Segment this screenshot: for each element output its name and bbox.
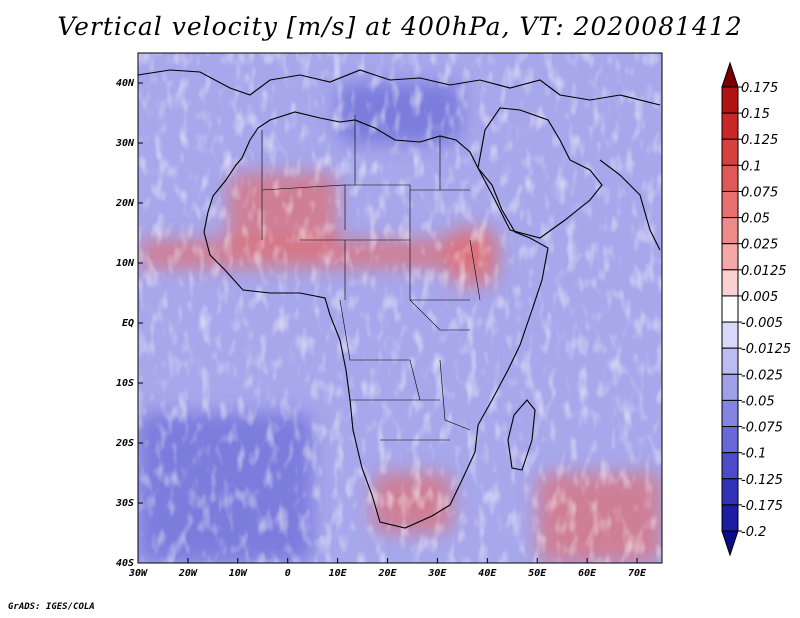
colorbar-label: -0.025 [741, 368, 783, 383]
colorbar-swatch [721, 164, 739, 192]
borders [261, 115, 481, 441]
colorbar-label: 0.175 [741, 81, 778, 96]
colorbar-swatch [721, 504, 739, 532]
map-frame [137, 52, 663, 564]
colorbar-top-arrow [721, 61, 739, 88]
colorbar-swatch [721, 478, 739, 506]
x-tick-label: 30E [427, 568, 447, 579]
y-tick-label: 10N [116, 258, 135, 269]
colorbar-swatch [721, 452, 739, 480]
y-tick-label: 40S [116, 558, 134, 569]
colorbar-swatch [721, 373, 739, 401]
colorbar-swatch [721, 321, 739, 349]
coastlines [138, 69, 661, 529]
colorbar-swatch [721, 243, 739, 271]
colorbar-label: -0.2 [741, 525, 766, 540]
colorbar-label: -0.005 [741, 316, 783, 331]
colorbar-label: -0.05 [741, 394, 775, 409]
x-tick-label: 0 [285, 568, 291, 579]
colorbar-bottom-arrow [721, 530, 739, 557]
colorbar-label: 0.075 [741, 185, 778, 200]
colorbar-label: -0.0125 [741, 342, 791, 357]
colorbar-label: 0.125 [741, 133, 778, 148]
y-tick-label: 20S [115, 438, 134, 449]
colorbar-label: 0.05 [741, 212, 770, 227]
colorbar-label: 0.15 [741, 107, 770, 122]
x-tick-label: 20E [377, 568, 397, 579]
colorbar-label: 0.0125 [741, 264, 787, 279]
x-tick-label: 70E [628, 568, 647, 579]
india-coastline [599, 159, 661, 251]
y-tick-label: 30N [115, 138, 135, 149]
colorbar-label: 0.1 [741, 159, 762, 174]
madagascar-coastline [507, 399, 536, 471]
y-tick-label: 10S [116, 378, 134, 389]
colorbar-label: -0.1 [741, 447, 766, 462]
speckle-texture [138, 53, 662, 563]
chart-title: Vertical velocity [m/s] at 400hPa, VT: 2… [57, 12, 743, 41]
colorbar-swatch [721, 86, 739, 114]
colorbar-label: -0.175 [741, 499, 783, 514]
x-tick-label: 50E [528, 568, 547, 579]
colorbar: 0.175 0.15 0.125 0.1 0.075 0.05 0.025 0.0125 0.0… [721, 61, 791, 557]
y-axis: 40N 30N 20N 10N EQ 10S 20S 30S 40S [115, 78, 143, 569]
y-tick-label: 20N [115, 198, 135, 209]
colorbar-swatch [721, 138, 739, 166]
grads-credit: GrADS: IGES/COLA [8, 602, 95, 612]
x-tick-label: 10W [229, 568, 248, 579]
colorbar-label: 0.025 [741, 238, 778, 253]
colorbar-swatch [721, 269, 739, 297]
colorbar-swatch [721, 217, 739, 245]
x-tick-label: 40E [478, 568, 497, 579]
arabia-coastline [477, 107, 603, 239]
africa-coastline [203, 111, 549, 529]
map-field [138, 53, 662, 563]
europe-coastline [138, 69, 661, 106]
colorbar-swatch [721, 190, 739, 219]
colorbar-swatch [721, 347, 739, 375]
x-tick-label: 60E [578, 568, 597, 579]
colorbar-swatch [721, 426, 739, 454]
colorbar-label: -0.125 [741, 473, 783, 488]
x-tick-label: 20W [178, 568, 198, 579]
colorbar-swatch [721, 112, 739, 140]
colorbar-label: 0.005 [741, 290, 778, 305]
y-tick-label: EQ [122, 318, 134, 329]
x-tick-label: 10E [329, 568, 348, 579]
y-tick-label: 40N [116, 78, 135, 89]
colorbar-swatch [721, 399, 739, 428]
colorbar-swatch [721, 295, 739, 323]
x-axis: 30W 20W 10W 0 10E 20E 30E 40E 50E 60E 70E [128, 558, 647, 579]
colorbar-label: -0.075 [741, 421, 783, 436]
x-tick-label: 30W [128, 568, 148, 579]
y-tick-label: 30S [115, 498, 134, 509]
